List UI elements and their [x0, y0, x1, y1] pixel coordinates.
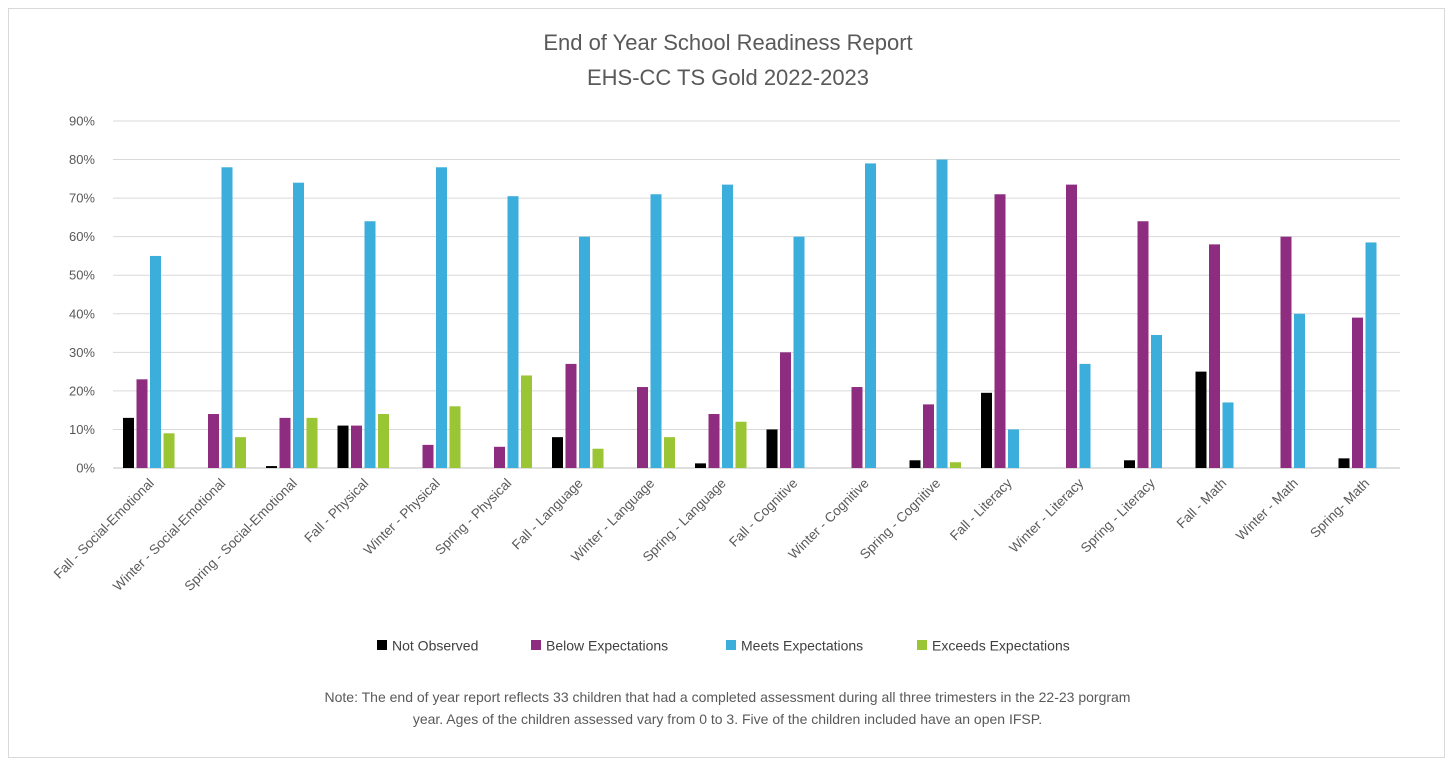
legend-label: Exceeds Expectations [932, 638, 1070, 654]
bar-not-observed [1338, 458, 1350, 468]
bar-meets-expectations [1151, 334, 1162, 468]
bar-not-observed [1195, 371, 1207, 468]
legend-label: Meets Expectations [741, 638, 863, 654]
bar-meets-expectations [579, 236, 590, 468]
y-tick-label: 50% [69, 268, 95, 283]
bar-below-expectations [565, 363, 577, 468]
bar-meets-expectations [293, 182, 304, 468]
legend-label: Not Observed [392, 638, 478, 654]
bar-meets-expectations [221, 167, 233, 468]
footnote: Note: The end of year report reflects 33… [120, 686, 1335, 730]
x-category-label: Fall - Cognitive [726, 476, 800, 550]
bar-meets-expectations [936, 159, 948, 469]
bar-not-observed [337, 425, 349, 468]
x-category-label: Fall - Physical [301, 476, 371, 546]
bar-exceeds-expectations [735, 421, 747, 468]
x-category-label: Spring- Math [1307, 476, 1372, 541]
bar-below-expectations [994, 194, 1006, 468]
x-category-label: Fall - Math [1174, 476, 1230, 532]
y-tick-label: 80% [69, 152, 95, 167]
footnote-line-2: year. Ages of the children assessed vary… [412, 711, 1043, 727]
gridlines [113, 120, 1400, 469]
chart-title: End of Year School Readiness Report [543, 30, 912, 55]
bar-exceeds-expectations [163, 433, 175, 468]
bar-below-expectations [1209, 244, 1220, 468]
x-category-label: Spring - Literacy [1078, 475, 1158, 555]
bar-exceeds-expectations [664, 437, 675, 468]
bar-meets-expectations [865, 163, 876, 468]
x-category-label: Winter - Math [1233, 476, 1301, 544]
bar-meets-expectations [1222, 402, 1234, 468]
bar-below-expectations [851, 387, 863, 468]
y-tick-label: 70% [69, 191, 95, 206]
legend-swatch [531, 640, 541, 650]
bar-not-observed [123, 417, 134, 468]
y-tick-label: 90% [69, 114, 95, 129]
bar-below-expectations [1066, 184, 1077, 468]
bar-below-expectations [1280, 236, 1292, 468]
y-axis-ticks: 0% 10% 20% 30% 40% 50% 60% 70% 80% 90% [69, 114, 95, 476]
bar-not-observed [266, 466, 277, 468]
bar-meets-expectations [507, 196, 519, 468]
bar-meets-expectations [1079, 363, 1091, 468]
legend-swatch [377, 640, 387, 650]
y-tick-label: 20% [69, 383, 95, 398]
bar-below-expectations [208, 414, 219, 468]
bar-meets-expectations [722, 184, 733, 468]
bar-meets-expectations [1294, 313, 1305, 468]
footnote-line-1: Note: The end of year report reflects 33… [324, 689, 1131, 705]
bar-below-expectations [923, 404, 934, 468]
bar-below-expectations [351, 425, 362, 468]
x-category-label: Winter - Physical [361, 476, 443, 558]
bar-not-observed [766, 429, 778, 468]
bar-meets-expectations [436, 167, 447, 468]
x-category-label: Fall - Language [509, 476, 586, 553]
y-tick-label: 30% [69, 345, 95, 360]
bar-meets-expectations [1008, 429, 1019, 468]
bar-below-expectations [1352, 317, 1363, 468]
bar-meets-expectations [650, 194, 662, 468]
bar-exceeds-expectations [306, 417, 318, 468]
bar-exceeds-expectations [235, 437, 246, 468]
bar-exceeds-expectations [592, 448, 604, 468]
legend-label: Below Expectations [546, 638, 668, 654]
x-category-label: Spring - Cognitive [857, 476, 943, 562]
bar-not-observed [695, 463, 706, 468]
bar-meets-expectations [364, 221, 376, 468]
bar-below-expectations [136, 379, 148, 468]
x-category-label: Winter - Literacy [1006, 475, 1086, 555]
bar-exceeds-expectations [378, 414, 389, 468]
bar-not-observed [552, 437, 563, 468]
bars [123, 159, 1377, 469]
legend: Not Observed Below Expectations Meets Expe… [377, 638, 1070, 654]
legend-swatch [917, 640, 927, 650]
bar-below-expectations [422, 444, 434, 468]
y-tick-label: 0% [76, 461, 95, 476]
bar-exceeds-expectations [449, 406, 461, 468]
bar-not-observed [981, 392, 992, 468]
y-tick-label: 40% [69, 306, 95, 321]
y-tick-label: 60% [69, 229, 95, 244]
bar-meets-expectations [793, 236, 805, 468]
y-tick-label: 10% [69, 422, 95, 437]
bar-below-expectations [279, 417, 291, 468]
bar-meets-expectations [1365, 242, 1377, 468]
bar-meets-expectations [150, 255, 161, 468]
bar-below-expectations [780, 352, 791, 468]
bar-below-expectations [637, 387, 648, 468]
x-category-label: Spring - Physical [432, 476, 514, 558]
bar-exceeds-expectations [950, 462, 961, 468]
bar-below-expectations [1137, 221, 1149, 468]
bar-below-expectations [708, 414, 720, 468]
legend-swatch [726, 640, 736, 650]
bar-exceeds-expectations [521, 375, 532, 468]
bar-not-observed [909, 460, 921, 468]
bar-not-observed [1124, 460, 1135, 468]
bar-below-expectations [494, 446, 505, 468]
x-category-label: Fall - Literacy [947, 475, 1015, 543]
chart-subtitle: EHS-CC TS Gold 2022-2023 [587, 65, 869, 90]
